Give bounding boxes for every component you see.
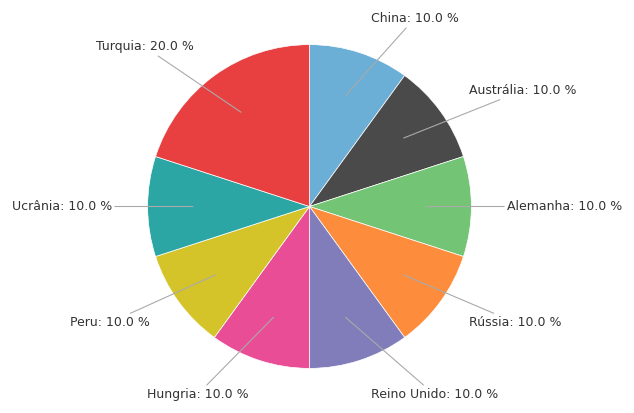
Wedge shape	[155, 206, 309, 337]
Text: Austrália: 10.0 %: Austrália: 10.0 %	[404, 84, 577, 138]
Text: Reino Unido: 10.0 %: Reino Unido: 10.0 %	[346, 317, 498, 401]
Wedge shape	[309, 206, 463, 337]
Wedge shape	[309, 206, 404, 368]
Wedge shape	[309, 45, 404, 206]
Text: Rússia: 10.0 %: Rússia: 10.0 %	[404, 275, 562, 329]
Text: Ucrânia: 10.0 %: Ucrânia: 10.0 %	[12, 200, 193, 213]
Wedge shape	[214, 206, 309, 368]
Text: Hungria: 10.0 %: Hungria: 10.0 %	[147, 317, 273, 401]
Text: China: 10.0 %: China: 10.0 %	[346, 12, 458, 96]
Wedge shape	[309, 157, 471, 256]
Text: Peru: 10.0 %: Peru: 10.0 %	[70, 275, 215, 329]
Wedge shape	[309, 76, 463, 206]
Text: Alemanha: 10.0 %: Alemanha: 10.0 %	[426, 200, 622, 213]
Wedge shape	[155, 45, 309, 206]
Text: Turquia: 20.0 %: Turquia: 20.0 %	[96, 40, 241, 112]
Wedge shape	[148, 157, 309, 256]
